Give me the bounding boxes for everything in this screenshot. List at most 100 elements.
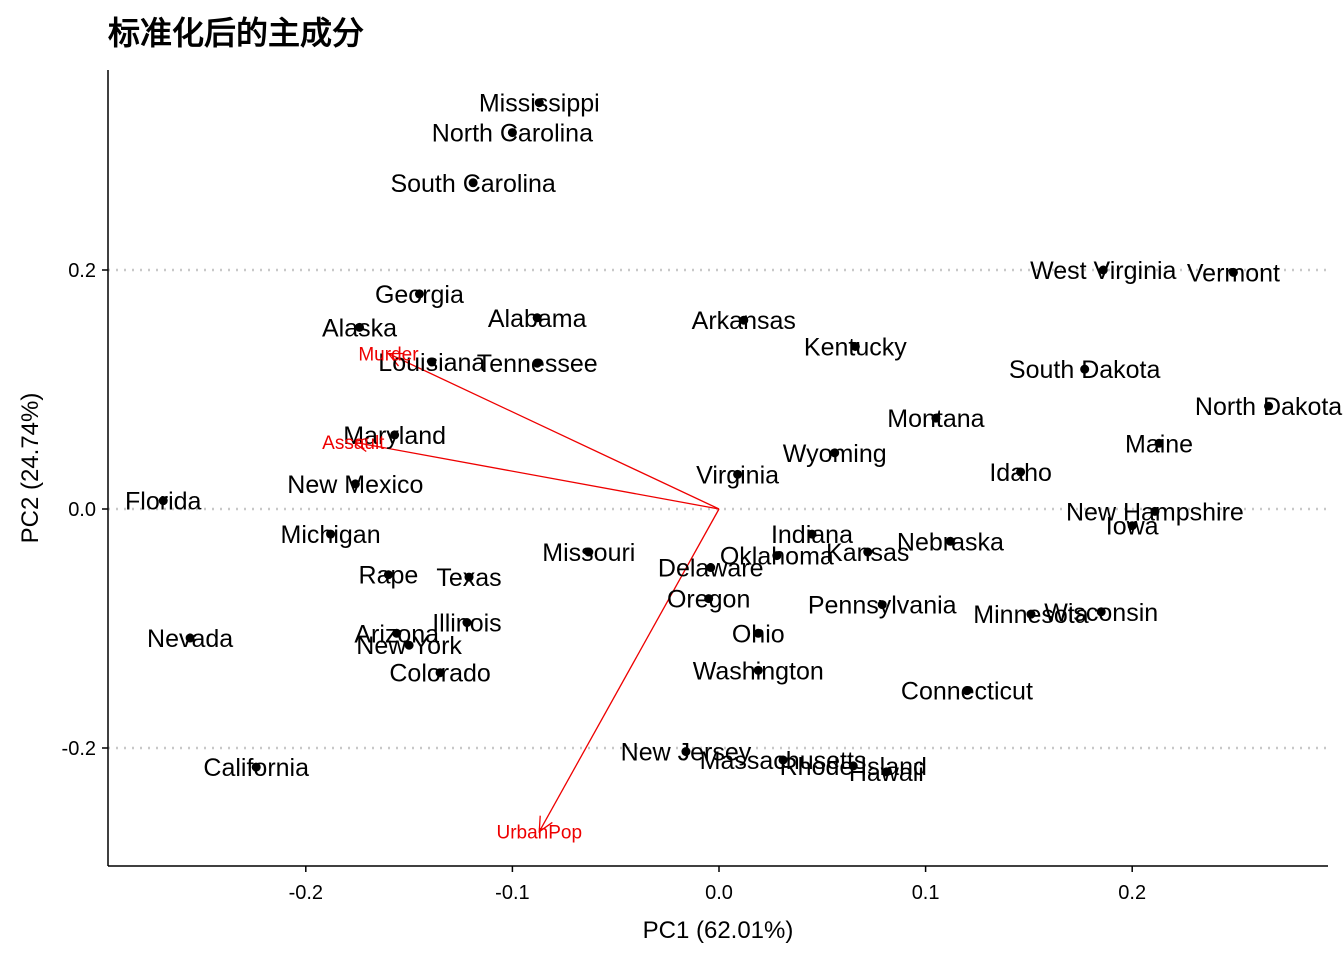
point-oklahoma — [772, 551, 782, 561]
point-new-mexico — [350, 479, 360, 489]
point-label-rhode-island: Rhode Island — [780, 753, 927, 781]
point-label-wisconsin: Wisconsin — [1044, 599, 1158, 627]
point-pennsylvania — [877, 600, 887, 610]
point-label-kentucky: Kentucky — [804, 333, 907, 361]
point-label-alabama: Alabama — [488, 305, 587, 333]
point-label-arizona: Arizona — [354, 620, 439, 648]
loading-label-murder: Murder — [358, 345, 419, 366]
point-california — [251, 762, 261, 772]
data-points — [158, 98, 1274, 777]
point-label-kansas: Kansas — [826, 539, 909, 567]
point-vermont — [1228, 267, 1238, 277]
point-label-missouri: Missouri — [542, 539, 635, 567]
point-label-washington: Washington — [693, 657, 824, 685]
point-washington — [753, 665, 763, 675]
y-axis-ticks: -0.2 0.0 0.2 — [62, 260, 108, 760]
point-label-oregon: Oregon — [667, 586, 750, 614]
point-label-north-dakota: North Dakota — [1195, 393, 1342, 421]
loading-arrowhead-urbanpop — [538, 815, 553, 833]
point-label-hawaii: Hawaii — [849, 759, 924, 787]
point-label-colorado: Colorado — [389, 660, 490, 688]
point-label-alaska: Alaska — [322, 314, 397, 342]
point-connecticut — [962, 686, 972, 696]
point-montana — [931, 413, 941, 423]
x-tick-label: 0.2 — [1118, 882, 1146, 904]
point-label-new-york: New York — [356, 632, 462, 660]
point-label-connecticut: Connecticut — [901, 678, 1033, 706]
loading-arrow-assault — [353, 441, 720, 510]
x-tick-label: -0.1 — [495, 882, 529, 904]
point-label-louisiana: Louisiana — [378, 349, 485, 377]
x-tick-label: -0.2 — [289, 882, 323, 904]
point-massachusetts — [778, 755, 788, 765]
point-label-iowa: Iowa — [1106, 513, 1159, 541]
point-west-virginia — [1098, 265, 1108, 275]
point-label-illinois: Illinois — [432, 610, 501, 638]
loading-label-assault: Assault — [322, 433, 385, 454]
point-wyoming — [830, 448, 840, 458]
point-missouri — [584, 547, 594, 557]
point-label-wyoming: Wyoming — [783, 440, 887, 468]
point-kentucky — [850, 341, 860, 351]
point-nevada — [185, 633, 195, 643]
loading-label-urbanpop: UrbanPop — [496, 823, 582, 844]
point-new-york — [404, 640, 414, 650]
point-michigan — [326, 529, 336, 539]
point-north-dakota — [1264, 401, 1274, 411]
point-alaska — [355, 322, 365, 332]
point-label-new-hampshire: New Hampshire — [1066, 498, 1244, 526]
y-axis-title: PC2 (24.74%) — [17, 393, 44, 544]
point-maryland — [390, 430, 400, 440]
point-indiana — [807, 529, 817, 539]
point-delaware — [706, 563, 716, 573]
point-iowa — [1127, 521, 1137, 531]
point-arkansas — [739, 315, 749, 325]
point-label-michigan: Michigan — [281, 521, 381, 549]
point-oregon — [704, 594, 714, 604]
point-tennessee — [532, 358, 542, 368]
x-tick-label: 0.1 — [912, 882, 940, 904]
point-label-vermont: Vermont — [1187, 259, 1280, 287]
point-kansas — [863, 547, 873, 557]
point-label-mississippi: Mississippi — [479, 90, 600, 118]
y-tick-label: 0.2 — [68, 260, 96, 282]
point-label-delaware: Delaware — [658, 555, 764, 583]
point-label-idaho: Idaho — [989, 459, 1052, 487]
point-label-west-virginia: West Virginia — [1030, 257, 1176, 285]
x-axis-title: PC1 (62.01%) — [643, 917, 794, 944]
point-label-oklahoma: Oklahoma — [720, 543, 834, 571]
point-rape — [383, 570, 393, 580]
y-tick-label: 0.0 — [68, 499, 96, 521]
loading-arrow-murder — [388, 353, 720, 510]
y-tick-label: -0.2 — [62, 738, 96, 760]
point-new-hampshire — [1150, 506, 1160, 516]
point-label-georgia: Georgia — [375, 281, 464, 309]
point-label-south-carolina: South Carolina — [390, 170, 555, 198]
loading-arrow-urbanpop — [538, 508, 720, 832]
point-label-south-dakota: South Dakota — [1009, 356, 1161, 384]
point-wisconsin — [1096, 607, 1106, 617]
point-idaho — [1016, 467, 1026, 477]
x-tick-label: 0.0 — [705, 882, 733, 904]
point-georgia — [414, 289, 424, 299]
loading-arrowhead-assault — [351, 437, 369, 453]
point-florida — [158, 496, 168, 506]
point-label-massachusetts: Massachusetts — [700, 747, 867, 775]
point-label-nebraska: Nebraska — [897, 528, 1004, 556]
point-nebraska — [945, 536, 955, 546]
point-texas — [464, 572, 474, 582]
chart-title: 标准化后的主成分 — [108, 14, 364, 52]
point-colorado — [435, 668, 445, 678]
loading-arrows — [351, 352, 720, 833]
point-label-montana: Montana — [887, 405, 984, 433]
point-label-new-mexico: New Mexico — [287, 471, 423, 499]
point-label-nevada: Nevada — [147, 625, 233, 653]
point-label-arkansas: Arkansas — [692, 307, 796, 335]
point-label-indiana: Indiana — [771, 521, 853, 549]
point-north-carolina — [507, 128, 517, 138]
point-label-minnesota: Minnesota — [973, 601, 1088, 629]
point-ohio — [753, 628, 763, 638]
point-label-virginia: Virginia — [696, 461, 779, 489]
point-arizona — [392, 628, 402, 638]
